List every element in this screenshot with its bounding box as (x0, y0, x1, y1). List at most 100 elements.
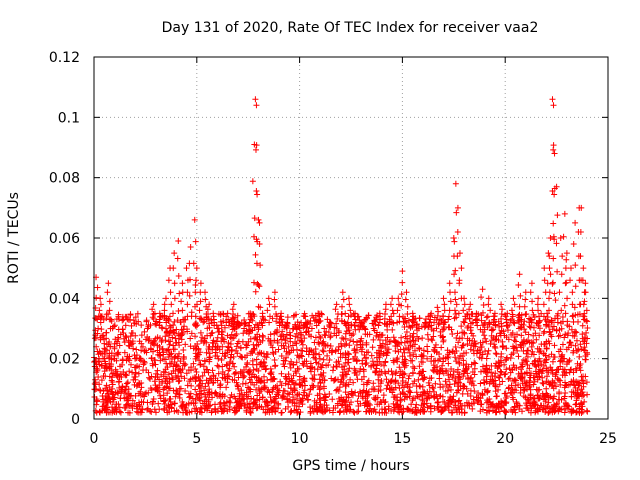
dense-point (219, 408, 226, 415)
dense-point (144, 405, 151, 412)
dense-point (307, 404, 314, 411)
dense-point (236, 393, 243, 400)
dense-point (557, 358, 564, 365)
dense-point (119, 357, 126, 364)
data-point (152, 320, 159, 327)
dense-point (326, 390, 333, 397)
dense-point (315, 329, 322, 336)
dense-point (535, 362, 542, 369)
data-point (480, 301, 487, 308)
dense-point (138, 409, 145, 416)
dense-point (333, 363, 340, 370)
y-tick-label: 0.12 (49, 50, 80, 66)
dense-point (367, 405, 374, 412)
data-point (535, 295, 542, 302)
data-point (398, 302, 405, 309)
dense-point (453, 334, 460, 341)
dense-point (246, 328, 253, 335)
dense-point (503, 345, 510, 352)
dense-point (102, 364, 109, 371)
data-point (259, 322, 266, 329)
dense-point (223, 384, 230, 391)
dense-point (578, 386, 585, 393)
dense-point (135, 318, 142, 325)
dense-point (372, 361, 379, 368)
dense-point (224, 362, 231, 369)
data-point (528, 316, 535, 323)
data-point (569, 289, 576, 296)
dense-point (317, 395, 324, 402)
dense-point (476, 347, 483, 354)
dense-point (141, 348, 148, 355)
dense-point (244, 401, 251, 408)
dense-point (264, 351, 271, 358)
data-point (560, 233, 567, 240)
dense-point (559, 341, 566, 348)
dense-point (301, 312, 308, 319)
data-point (421, 324, 428, 331)
data-point (97, 319, 104, 326)
dense-point (186, 409, 193, 416)
dense-point (565, 330, 572, 337)
dense-point (329, 367, 336, 374)
dense-point (517, 341, 524, 348)
dense-point (492, 370, 499, 377)
data-point (223, 319, 230, 326)
dense-point (553, 369, 560, 376)
dense-point (307, 368, 314, 375)
data-point (247, 316, 254, 323)
dense-point (141, 358, 148, 365)
dense-point (342, 382, 349, 389)
dense-point (218, 357, 225, 364)
data-point (283, 324, 290, 331)
data-point (517, 292, 524, 299)
dense-point (461, 330, 468, 337)
data-point (251, 215, 258, 222)
dense-point (429, 337, 436, 344)
dense-point (226, 365, 233, 372)
dense-point (573, 337, 580, 344)
dense-point (445, 372, 452, 379)
dense-point (221, 371, 228, 378)
dense-point (171, 354, 178, 361)
dense-point (311, 354, 318, 361)
dense-point (420, 347, 427, 354)
data-point (569, 313, 576, 320)
dense-point (124, 379, 131, 386)
dense-point (401, 391, 408, 398)
dense-point (449, 348, 456, 355)
dense-point (416, 345, 423, 352)
dense-point (168, 355, 175, 362)
data-point (550, 102, 557, 109)
dense-point (438, 344, 445, 351)
dense-point (293, 340, 300, 347)
dense-point (244, 384, 251, 391)
dense-point (351, 369, 358, 376)
dense-point (307, 408, 314, 415)
dense-point (543, 378, 550, 385)
dense-point (523, 369, 530, 376)
dense-point (357, 388, 364, 395)
data-point (485, 295, 492, 302)
data-point (403, 289, 410, 296)
data-point (364, 331, 371, 338)
dense-point (511, 344, 518, 351)
data-point (111, 355, 118, 362)
dense-point (384, 334, 391, 341)
data-point (549, 96, 556, 103)
dense-point (237, 402, 244, 409)
dense-point (515, 370, 522, 377)
dense-point (123, 334, 130, 341)
dense-point (441, 325, 448, 332)
data-point (106, 316, 113, 323)
dense-point (124, 353, 131, 360)
data-point (308, 325, 315, 332)
dense-point (489, 401, 496, 408)
dense-point (495, 386, 502, 393)
dense-point (583, 340, 590, 347)
dense-point (234, 398, 241, 405)
data-point (580, 265, 587, 272)
data-point (161, 301, 168, 308)
dense-point (533, 386, 540, 393)
dense-point (295, 365, 302, 372)
